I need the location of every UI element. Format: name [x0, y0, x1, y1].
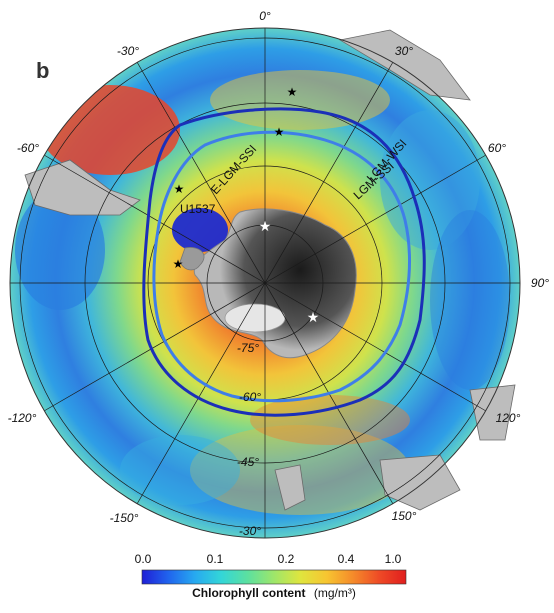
lgm-ssi-front [152, 130, 412, 403]
star-marker-black: ★ [173, 257, 184, 271]
lon-label-m120: -120° [8, 411, 37, 425]
antarctic-peninsula [179, 247, 205, 271]
legend-color-ramp [141, 569, 407, 585]
star-marker-black: ★ [287, 85, 298, 99]
legend-title: Chlorophyll content [192, 586, 305, 600]
lon-label-30: 30° [395, 44, 413, 58]
ross-ice-shelf [224, 303, 286, 333]
panel-label: b [36, 58, 49, 83]
island-south [274, 464, 306, 511]
graticule [10, 28, 520, 538]
lon-label-0: 0° [259, 9, 271, 23]
star-marker-white: ★ [259, 218, 272, 234]
lat-label-m30: -30° [239, 524, 261, 538]
lon-label-m30: -30° [117, 44, 139, 58]
lat-label-m60: -60° [239, 390, 261, 404]
lon-label-90: 90° [531, 276, 549, 290]
legend-tick-0: 0.0 [135, 552, 152, 566]
lgm-wsi-front [142, 107, 426, 417]
lon-label-150: 150° [392, 509, 417, 523]
star-marker-u1537: ★ [174, 182, 185, 196]
africa [338, 29, 471, 101]
lon-label-60: 60° [488, 141, 506, 155]
latitude-labels: -75° -60° -45° -30° [237, 341, 261, 538]
lat-label-m45: -45° [237, 455, 259, 469]
legend-tick-2: 0.2 [278, 552, 295, 566]
star-marker-black: ★ [274, 125, 285, 139]
lon-label-120: 120° [496, 411, 521, 425]
legend-tick-4: 1.0 [385, 552, 402, 566]
site-label-u1537: U1537 [180, 202, 216, 216]
longitude-labels: 0° 30° 60° 90° 120° 150° -30° -60° -120°… [8, 9, 550, 525]
lat-label-m75: -75° [237, 341, 259, 355]
lon-label-m150: -150° [110, 511, 139, 525]
colorbar-legend: 0.0 0.1 0.2 0.4 1.0 Chlorophyll content … [135, 552, 407, 601]
lon-label-m60: -60° [17, 141, 39, 155]
meridian-120 [43, 154, 487, 412]
legend-caption: Chlorophyll content (mg/m³) [192, 584, 356, 601]
globe-outline [9, 27, 521, 539]
star-marker-white: ★ [307, 309, 320, 325]
south-america [24, 159, 141, 216]
legend-tick-1: 0.1 [207, 552, 224, 566]
site-markers: ★ ★ ★ ★ ★ ★ [173, 85, 320, 325]
legend-tick-3: 0.4 [338, 552, 355, 566]
legend-units: (mg/m³) [314, 586, 356, 600]
